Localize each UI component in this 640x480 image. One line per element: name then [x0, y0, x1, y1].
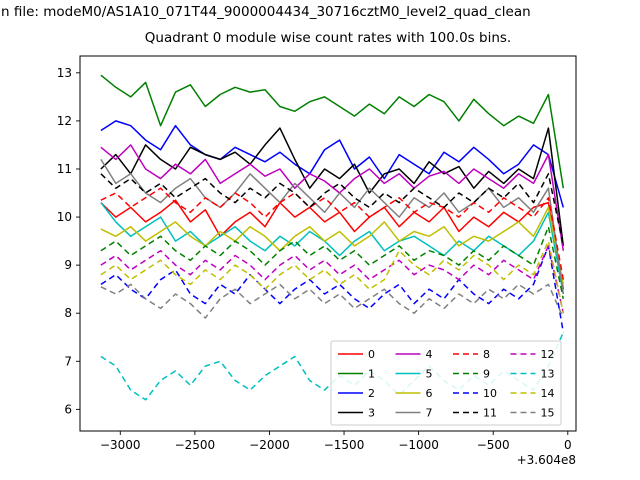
legend-label-7: 7	[426, 407, 433, 420]
x-tick-label: 0	[564, 438, 572, 452]
y-tick-label: 9	[64, 258, 72, 272]
y-tick-label: 13	[57, 66, 72, 80]
series-line-7	[100, 159, 565, 295]
legend-label-5: 5	[426, 368, 433, 381]
series-line-4	[100, 144, 565, 251]
y-tick-label: 11	[57, 162, 72, 176]
x-tick-label: −1500	[324, 438, 365, 452]
legend-label-6: 6	[426, 387, 433, 400]
legend-label-0: 0	[368, 348, 375, 361]
legend-label-1: 1	[368, 368, 375, 381]
y-tick-label: 10	[57, 210, 72, 224]
x-tick-label: −500	[477, 438, 510, 452]
y-tick-label: 8	[64, 306, 72, 320]
series-group	[100, 74, 565, 401]
legend-label-4: 4	[426, 348, 433, 361]
x-tick-label: −3000	[100, 438, 141, 452]
axes-frame	[79, 55, 577, 432]
x-tick-label: −2500	[175, 438, 216, 452]
series-line-11	[100, 173, 565, 247]
chart-title: Quadrant 0 module wise count rates with …	[145, 30, 511, 46]
series-line-14	[100, 240, 565, 314]
legend-label-8: 8	[483, 348, 490, 361]
series-line-6	[100, 206, 565, 285]
legend-label-3: 3	[368, 407, 375, 420]
legend-label-15: 15	[541, 407, 555, 420]
legend-label-11: 11	[483, 407, 497, 420]
legend-label-14: 14	[541, 387, 555, 400]
legend-label-12: 12	[541, 348, 555, 361]
series-line-5	[100, 202, 565, 295]
series-line-2	[100, 120, 565, 208]
file-path-text: n file: modeM0/AS1A10_071T44_9000004434_…	[1, 4, 531, 20]
y-tick-label: 7	[64, 354, 72, 368]
legend-label-2: 2	[368, 387, 375, 400]
x-tick-label: −2000	[249, 438, 290, 452]
y-tick-label: 12	[57, 114, 72, 128]
x-axis-offset-label: +3.604e8	[517, 453, 576, 467]
legend-label-13: 13	[541, 368, 555, 381]
series-line-0	[100, 199, 565, 290]
series-line-12	[100, 245, 565, 314]
legend-box	[330, 340, 562, 426]
legend-label-10: 10	[483, 387, 497, 400]
x-tick-label: −1000	[398, 438, 439, 452]
y-tick-label: 6	[64, 402, 72, 416]
legend-label-9: 9	[483, 368, 490, 381]
series-line-10	[100, 245, 565, 333]
series-line-1	[100, 74, 565, 189]
